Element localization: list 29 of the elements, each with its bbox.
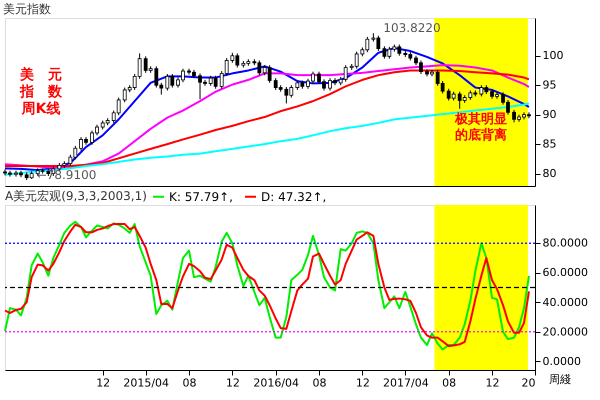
annotation: 美 元指 数周K线 bbox=[19, 66, 63, 117]
y-tick-label: 100 bbox=[542, 49, 564, 62]
legend-label: K: 57.79↑, bbox=[169, 190, 233, 204]
x-tick-label: 2016/04 bbox=[253, 376, 300, 390]
y-tick-label: 85 bbox=[542, 138, 556, 151]
chart-title: 美元指数 bbox=[3, 2, 52, 16]
x-tick-label: 12 bbox=[96, 376, 110, 390]
band-label: 极其明显的底背离 bbox=[454, 112, 508, 143]
y-tick-label: 0.0000 bbox=[542, 354, 581, 368]
x-tick-label: 20 bbox=[522, 376, 536, 390]
x-tick-label: 08 bbox=[312, 376, 327, 390]
x-tick-label: 2015/04 bbox=[123, 376, 170, 390]
x-tick-label: 12 bbox=[226, 376, 240, 390]
y-tick-label: 80 bbox=[542, 167, 556, 180]
text: 周綫 bbox=[549, 373, 571, 386]
y-tick-label: 90 bbox=[542, 108, 556, 122]
x-tick-label: 12 bbox=[356, 376, 370, 390]
legend-label: D: 47.32↑, bbox=[261, 190, 326, 204]
y-tick-label: 95 bbox=[542, 78, 556, 92]
y-tick-label: 40.0000 bbox=[542, 296, 588, 309]
y-tick-label: 80.0000 bbox=[542, 236, 588, 250]
x-tick-label: 12 bbox=[486, 376, 500, 390]
y-tick-label: 20.0000 bbox=[542, 325, 588, 338]
annotation: ←78.9100 bbox=[36, 168, 96, 182]
y-tick-label: 60.0000 bbox=[542, 266, 588, 280]
x-tick-label: 08 bbox=[442, 376, 456, 390]
legend-title: A美元宏观(9,3,3,2003,1) bbox=[5, 189, 147, 203]
x-tick-label: 08 bbox=[182, 376, 197, 390]
x-tick-label: 2017/04 bbox=[382, 376, 429, 390]
